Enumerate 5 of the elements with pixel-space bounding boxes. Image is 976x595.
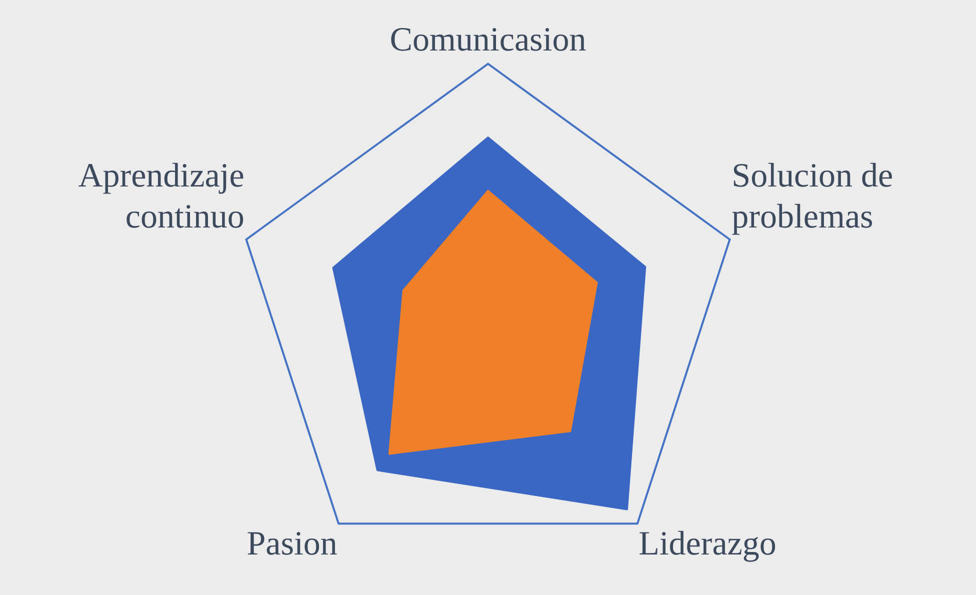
spoke-label: Solucion de problemas: [732, 158, 894, 236]
spoke-label: Liderazgo: [638, 526, 776, 563]
spoke-label: Pasion: [246, 526, 338, 563]
spoke-label: Comunicasion: [390, 21, 586, 58]
spoke-label: Aprendizaje continuo: [78, 158, 244, 236]
